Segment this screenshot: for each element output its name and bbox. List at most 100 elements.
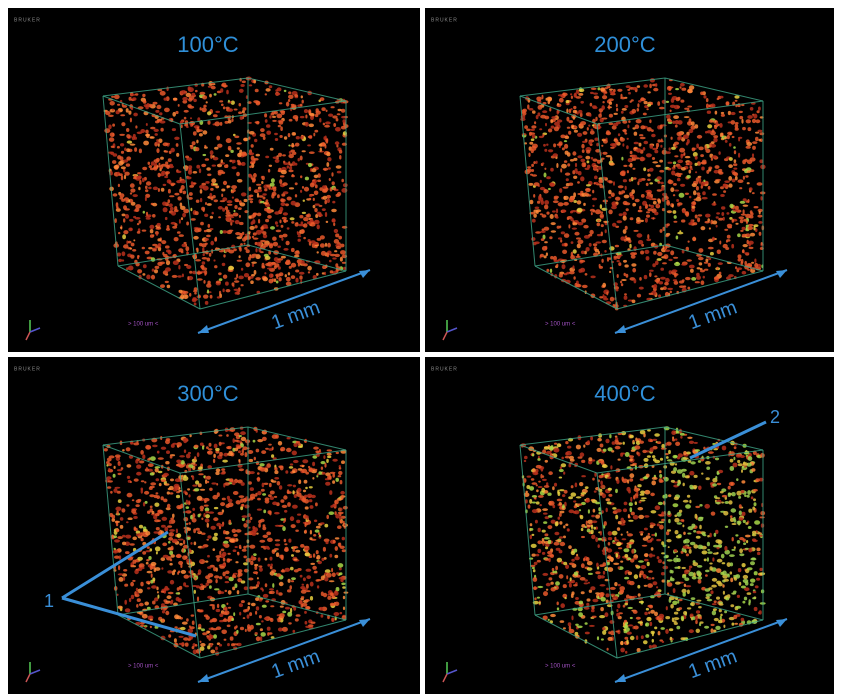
voxel [608,494,612,497]
voxel [233,438,235,443]
voxel [624,603,628,606]
voxel [527,166,531,168]
voxel [647,104,651,107]
voxel [599,184,602,188]
voxel [296,441,300,443]
voxel [650,78,655,82]
voxel [746,142,752,146]
voxel [320,522,325,524]
voxel [148,463,154,467]
voxel [288,95,294,99]
voxel [654,150,658,153]
voxel [674,281,679,285]
voxel [630,497,632,502]
voxel [568,131,571,135]
voxel [132,537,137,541]
voxel [319,100,321,103]
voxel [295,278,298,283]
voxel [595,241,601,243]
voxel [245,629,247,632]
voxel [217,144,222,148]
voxel [643,167,646,171]
voxel [117,594,119,596]
voxel [268,510,272,514]
voxel [212,605,215,610]
voxel [709,143,711,148]
voxel [170,559,172,562]
voxel [660,229,663,233]
voxel [215,647,218,651]
voxel [197,129,200,131]
voxel [323,455,325,459]
voxel [569,626,571,631]
voxel [638,179,642,183]
voxel [263,510,266,514]
voxel [156,148,159,153]
voxel [632,177,636,180]
voxel [615,515,618,520]
voxel [145,468,149,471]
voxel [693,190,696,195]
voxel [598,544,600,548]
voxel [300,104,303,107]
voxel [324,169,326,171]
voxel [683,152,685,155]
voxel [327,456,331,458]
voxel [249,150,251,155]
voxel [656,165,661,167]
voxel [536,161,538,164]
voxel [603,571,605,575]
voxel [697,135,702,139]
voxel [705,259,708,263]
voxel [180,203,183,207]
voxel [571,616,573,621]
voxel [201,628,205,631]
voxel [150,548,153,551]
voxel [750,583,754,586]
voxel [263,243,269,247]
voxel [559,188,562,193]
voxel [560,168,562,172]
voxel [192,141,196,145]
voxel [114,95,120,100]
voxel [280,499,284,503]
voxel [613,181,615,186]
voxel [656,146,658,149]
voxel [156,142,160,144]
voxel [630,151,633,155]
voxel [750,157,756,161]
voxel [722,446,727,451]
voxel [653,201,657,205]
voxel [249,195,253,198]
voxel [672,204,674,208]
voxel [599,296,603,298]
voxel [555,566,558,571]
voxel [760,516,765,518]
voxel [679,86,681,88]
voxel [207,523,209,528]
logo: BRUKER [431,17,458,23]
voxel [161,447,166,450]
voxel [310,183,315,188]
voxel [706,477,710,480]
voxel [252,264,254,267]
voxel [651,244,653,247]
voxel [171,554,175,557]
voxel [208,224,211,228]
voxel [210,241,214,246]
voxel [130,255,134,259]
voxel [157,238,161,241]
voxel [750,210,753,214]
voxel [295,550,300,553]
voxel [578,269,582,273]
voxel [323,196,328,200]
voxel [727,235,731,239]
voxel [735,128,739,131]
voxel [529,108,534,111]
voxel [176,171,181,174]
voxel [726,212,729,215]
voxel [601,105,605,110]
voxel [162,517,168,521]
voxel [700,92,704,96]
voxel [137,269,142,273]
